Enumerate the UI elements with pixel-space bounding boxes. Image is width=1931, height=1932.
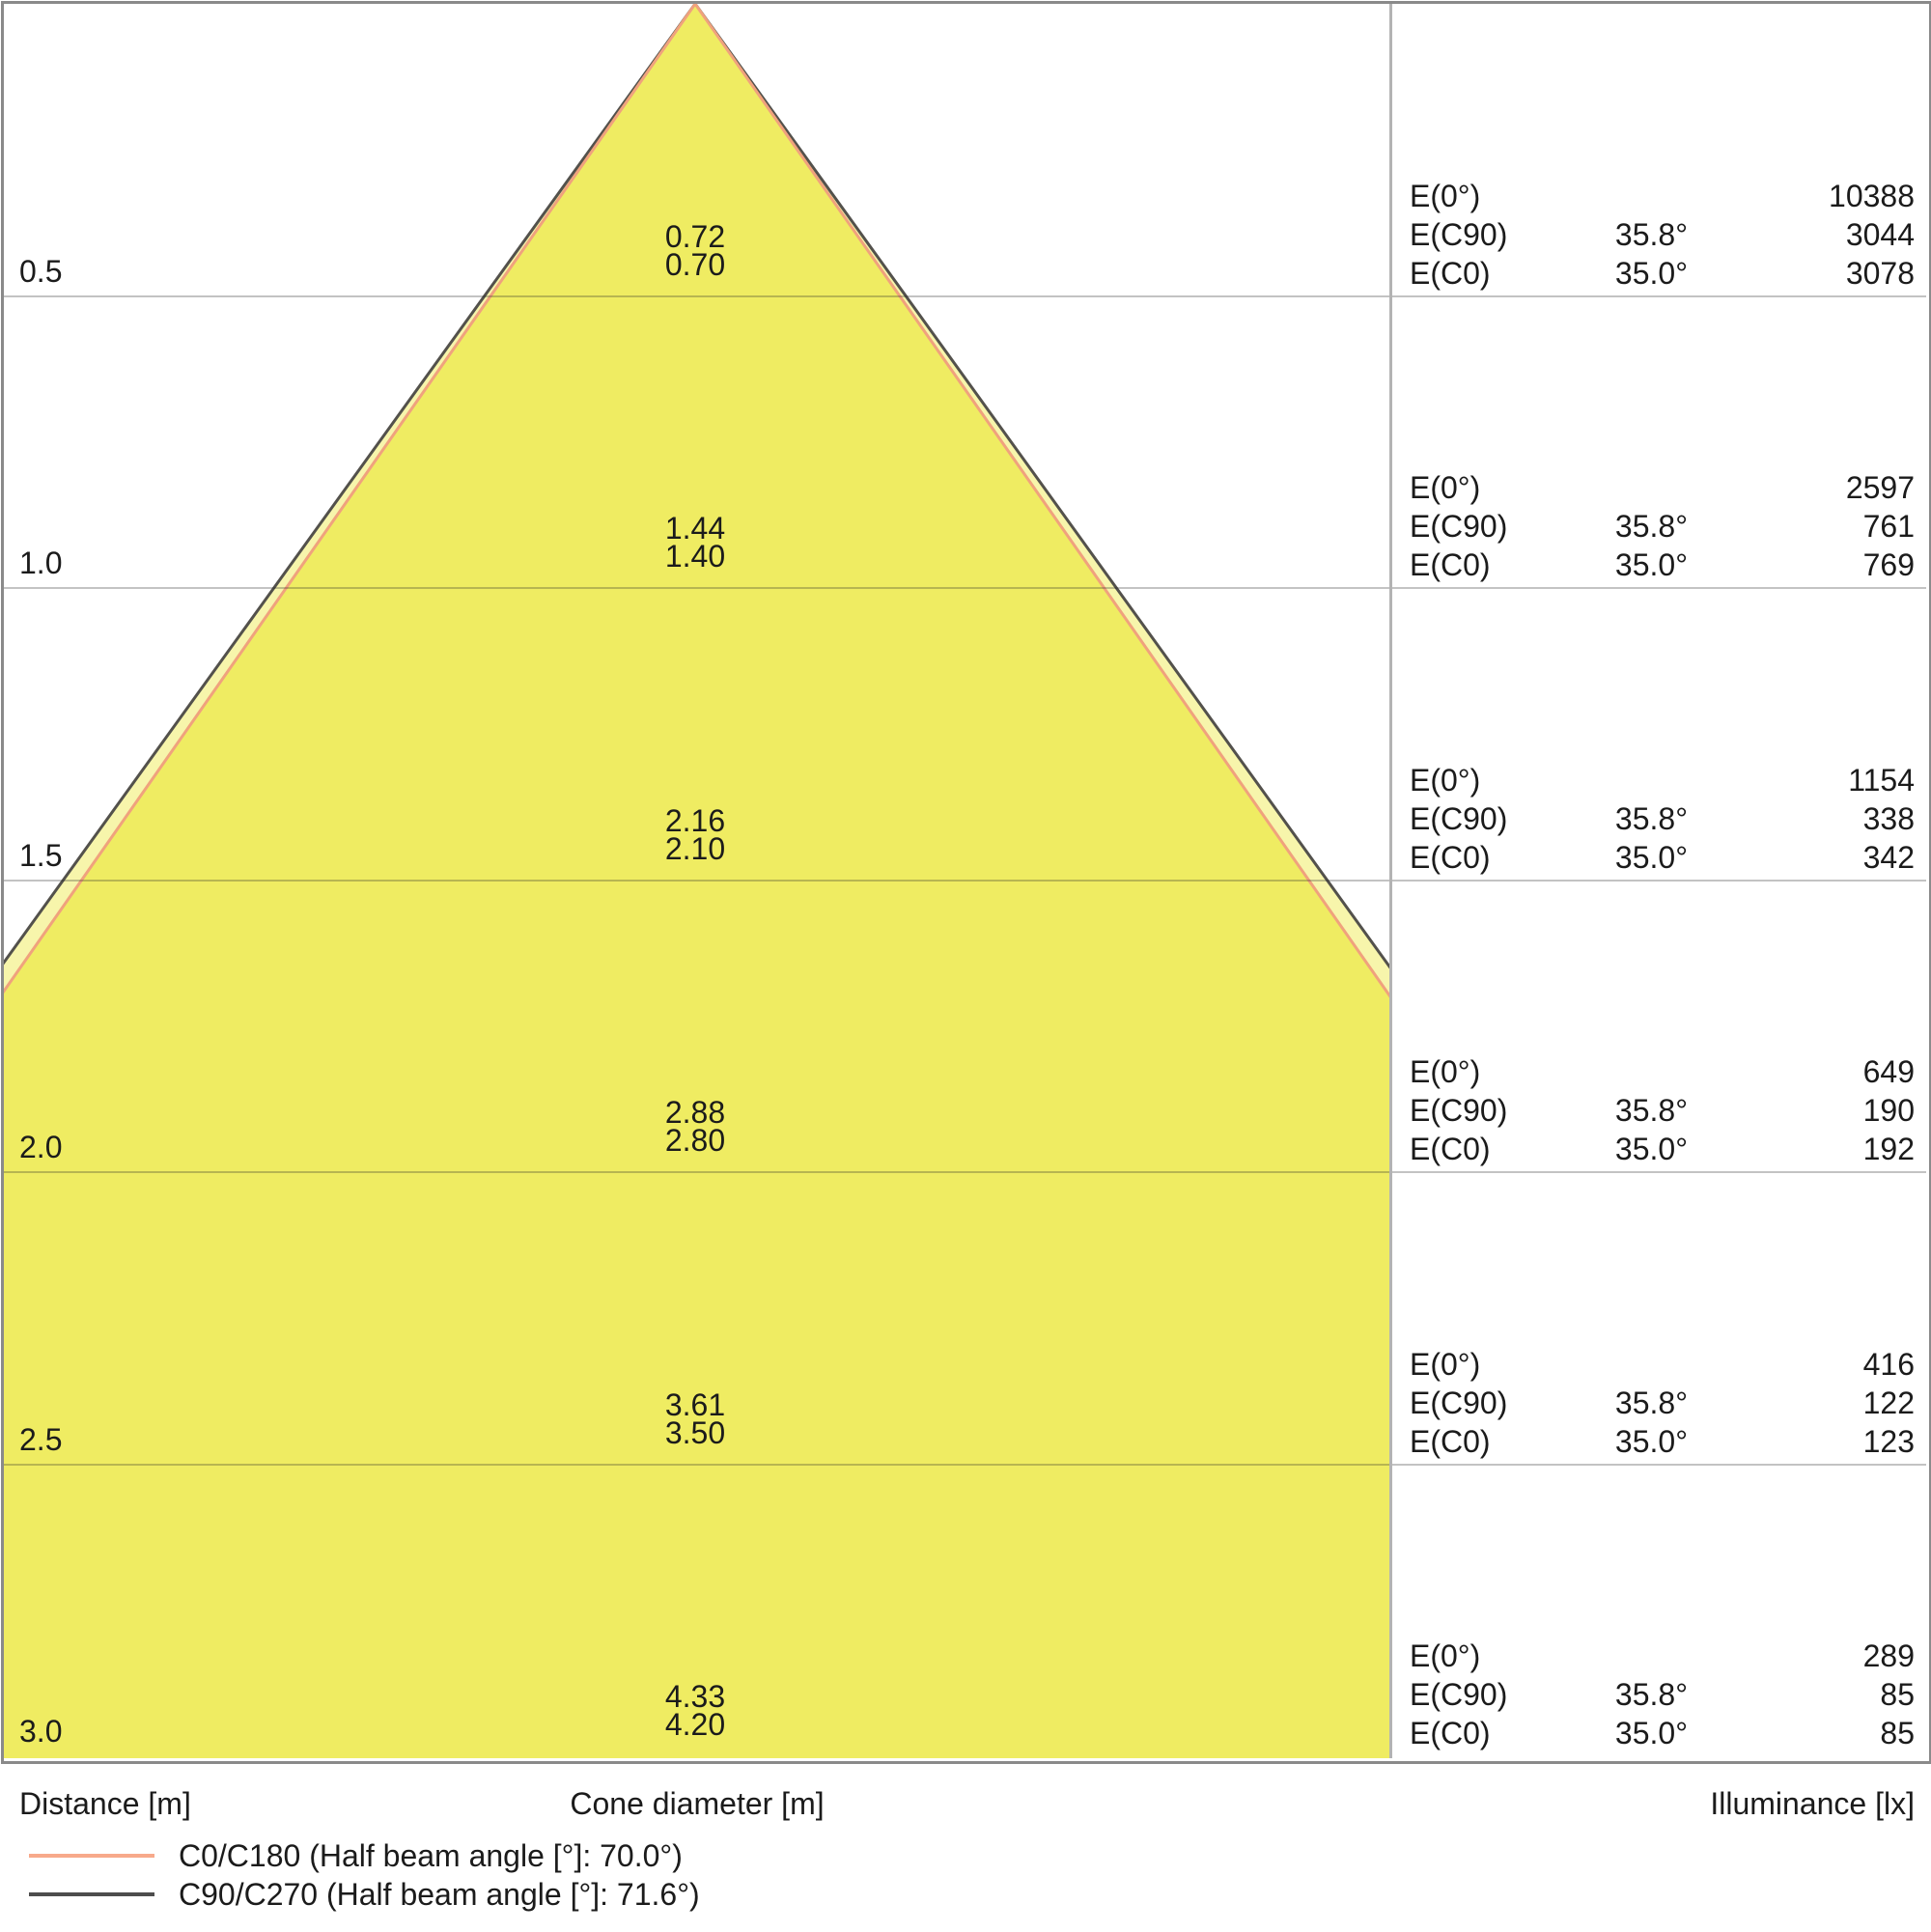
ec0-angle: 35.0°	[1614, 1423, 1688, 1459]
ec90-value: 761	[1862, 509, 1915, 544]
distance-tick-label: 1.0	[19, 546, 63, 580]
chart-border	[1, 1, 1931, 1764]
ec0-value: 192	[1862, 1132, 1915, 1166]
cone-diameter-c0-label: 0.70	[664, 246, 726, 282]
c0-c180-cone	[4, 4, 1389, 1758]
ec0-value: 85	[1880, 1716, 1915, 1750]
e0-value: 416	[1862, 1346, 1915, 1382]
ec0-angle: 35.0°	[1614, 547, 1688, 582]
distance-tick-label: 1.5	[19, 837, 63, 873]
ec90-label: E(C90)	[1410, 509, 1508, 544]
e0-label: E(0°)	[1410, 1054, 1481, 1089]
ec90-value: 3044	[1845, 216, 1915, 252]
ec90-value: 85	[1880, 1677, 1915, 1712]
cone-diameter-c0-label: 1.40	[664, 539, 726, 574]
ec0-angle: 35.0°	[1614, 255, 1688, 291]
e0-value: 1154	[1848, 762, 1915, 798]
ec90-label: E(C90)	[1410, 1385, 1508, 1420]
ec0-label: E(C0)	[1410, 1132, 1491, 1166]
e0-label: E(0°)	[1410, 1638, 1481, 1673]
cone-diameter-c0-label: 2.80	[664, 1123, 726, 1158]
ec90-value: 122	[1862, 1385, 1915, 1420]
distance-axis-label: Distance [m]	[19, 1786, 191, 1821]
ec0-label: E(C0)	[1410, 1716, 1491, 1750]
ec90-angle: 35.8°	[1614, 1385, 1688, 1420]
ec0-value: 3078	[1845, 255, 1915, 291]
ec90-label: E(C90)	[1410, 1677, 1508, 1712]
ec0-label: E(C0)	[1410, 255, 1491, 291]
legend-line-c90c270	[29, 1892, 154, 1896]
distance-tick-label: 2.5	[19, 1421, 63, 1457]
ec90-angle: 35.8°	[1614, 216, 1688, 252]
cone-diameter-c90-label: 4.33	[664, 1679, 726, 1714]
ec90-value: 338	[1862, 800, 1915, 836]
cone-diameter-c90-label: 2.88	[664, 1095, 726, 1130]
e0-label: E(0°)	[1410, 470, 1481, 505]
cone-diameter-c90-label: 1.44	[664, 511, 726, 546]
cone-diameter-c90-label: 0.72	[664, 218, 726, 254]
distance-tick-label: 3.0	[19, 1714, 63, 1749]
e0-label: E(0°)	[1410, 178, 1481, 213]
cone-diameter-c90-label: 2.16	[664, 802, 726, 838]
cone-diameter-c0-label: 2.10	[664, 830, 726, 866]
ec0-label: E(C0)	[1410, 1423, 1491, 1459]
distance-tick-label: 2.0	[19, 1130, 63, 1164]
ec0-value: 342	[1862, 839, 1915, 875]
ec0-value: 769	[1862, 547, 1915, 582]
cone-chart-svg	[4, 4, 1389, 1758]
gridline-0.5m	[4, 294, 1926, 297]
ec0-angle: 35.0°	[1614, 839, 1688, 875]
ec90-angle: 35.8°	[1614, 509, 1688, 544]
e0-value: 10388	[1829, 178, 1915, 213]
ec0-angle: 35.0°	[1614, 1132, 1688, 1166]
e0-value: 649	[1862, 1054, 1915, 1089]
e0-label: E(0°)	[1410, 1346, 1481, 1382]
legend-label-c0c180: C0/C180 (Half beam angle [°]: 70.0°)	[179, 1838, 683, 1873]
legend-line-c0c180	[29, 1854, 154, 1858]
gridline-1.5m	[4, 879, 1926, 882]
ec90-value: 190	[1862, 1093, 1915, 1128]
ec0-label: E(C0)	[1410, 547, 1491, 582]
gridline-2.5m	[4, 1463, 1926, 1466]
ec90-angle: 35.8°	[1614, 800, 1688, 836]
e0-value: 2597	[1845, 470, 1915, 505]
gridline-1.0m	[4, 587, 1926, 589]
cone-diameter-c90-label: 3.61	[664, 1386, 726, 1422]
legend-label-c90c270: C90/C270 (Half beam angle [°]: 71.6°)	[179, 1877, 700, 1912]
cone-diameter-axis-label: Cone diameter [m]	[570, 1786, 825, 1821]
ec90-angle: 35.8°	[1614, 1093, 1688, 1128]
illuminance-axis-label: Illuminance [lx]	[1710, 1786, 1915, 1821]
e0-label: E(0°)	[1410, 762, 1481, 798]
cone-diameter-c0-label: 4.20	[664, 1707, 726, 1742]
gridline-2.0m	[4, 1171, 1926, 1173]
e0-value: 289	[1862, 1638, 1915, 1673]
panel-divider	[1389, 4, 1392, 1758]
ec90-label: E(C90)	[1410, 1093, 1508, 1128]
ec0-label: E(C0)	[1410, 839, 1491, 875]
ec90-label: E(C90)	[1410, 216, 1508, 252]
ec90-angle: 35.8°	[1614, 1677, 1688, 1712]
cone-diameter-c0-label: 3.50	[664, 1414, 726, 1450]
ec90-label: E(C90)	[1410, 800, 1508, 836]
ec0-angle: 35.0°	[1614, 1716, 1688, 1750]
distance-tick-label: 0.5	[19, 253, 63, 289]
ec0-value: 123	[1862, 1423, 1915, 1459]
